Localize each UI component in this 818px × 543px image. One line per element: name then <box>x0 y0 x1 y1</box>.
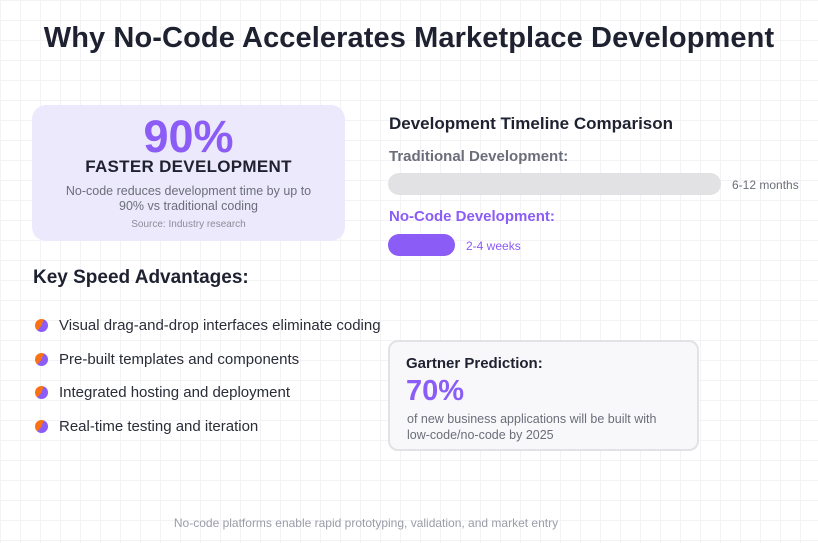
stat-card: 90% FASTER DEVELOPMENT No-code reduces d… <box>32 105 345 241</box>
stat-value: 90% <box>143 111 234 162</box>
prediction-label: Gartner Prediction: <box>406 355 543 372</box>
stat-description: No-code reduces development time by up t… <box>65 184 312 213</box>
prediction-value: 70% <box>406 375 465 407</box>
nocode-label: No-Code Development: <box>389 208 555 225</box>
prediction-card: Gartner Prediction: 70% of new business … <box>388 340 699 451</box>
advantage-text: Integrated hosting and deployment <box>59 384 290 401</box>
list-item: Integrated hosting and deployment <box>33 383 403 417</box>
bullet-icon <box>35 419 48 433</box>
footer-note: No-code platforms enable rapid prototypi… <box>173 516 559 530</box>
traditional-duration: 6-12 months <box>732 178 799 192</box>
traditional-bar <box>388 173 721 195</box>
traditional-label: Traditional Development: <box>389 148 569 165</box>
advantage-text: Visual drag-and-drop interfaces eliminat… <box>59 317 381 334</box>
prediction-description: of new business applications will be bui… <box>407 412 657 442</box>
stat-label: FASTER DEVELOPMENT <box>85 157 292 176</box>
nocode-duration: 2-4 weeks <box>466 239 521 253</box>
nocode-bar <box>388 234 455 256</box>
advantage-text: Real-time testing and iteration <box>59 417 259 435</box>
advantages-list: Visual drag-and-drop interfaces eliminat… <box>33 316 403 450</box>
stat-source: Source: Industry research <box>131 219 246 230</box>
bullet-icon <box>35 386 48 399</box>
list-item: Visual drag-and-drop interfaces eliminat… <box>33 316 403 350</box>
bullet-icon <box>35 352 48 366</box>
list-item: Pre-built templates and components <box>33 350 403 384</box>
timeline-title: Development Timeline Comparison <box>389 114 674 133</box>
advantage-text: Pre-built templates and components <box>59 350 300 368</box>
page-title: Why No-Code Accelerates Marketplace Deve… <box>43 22 775 54</box>
list-item: Real-time testing and iteration <box>33 417 403 451</box>
bullet-icon <box>35 319 48 332</box>
advantages-title: Key Speed Advantages: <box>33 267 249 288</box>
